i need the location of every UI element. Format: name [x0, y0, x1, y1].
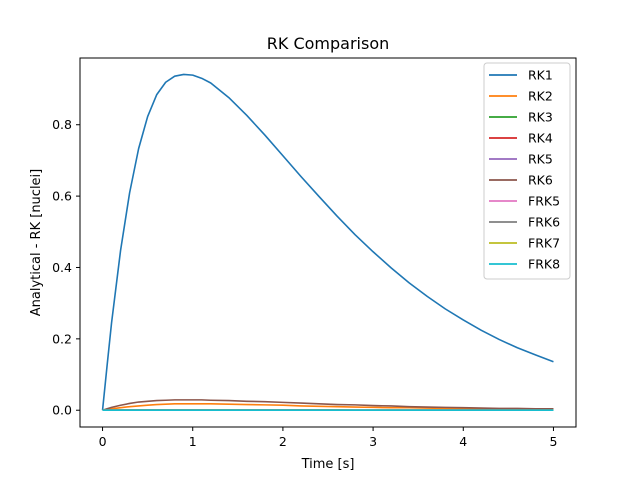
legend-label-rk2: RK2	[528, 89, 553, 104]
series-line-rk1	[101, 73, 554, 411]
legend: RK1 RK2 RK3 RK4 RK5 RK6 FRK5 FRK6 FRK7 FRK8	[483, 62, 571, 280]
legend-label-frk8: FRK8	[528, 257, 560, 272]
series-line-rk2	[102, 402, 554, 412]
x-tick-label: 5	[549, 434, 557, 449]
x-tick-label: 0	[99, 434, 107, 449]
chart-title: RK Comparison	[267, 34, 390, 53]
y-tick-label: 0.6	[52, 189, 72, 204]
legend-label-frk6: FRK6	[528, 215, 560, 230]
series-line-rk6	[102, 399, 554, 411]
x-tick-label: 4	[459, 434, 467, 449]
plot-frame	[79, 57, 577, 428]
y-tick-label: 0.0	[52, 403, 72, 418]
y-tick-label: 0.4	[52, 260, 72, 275]
x-tick-label: 3	[369, 434, 377, 449]
legend-label-rk5: RK5	[528, 152, 553, 167]
y-axis: 0.0 0.2 0.4 0.6 0.8	[52, 117, 80, 418]
legend-label-rk3: RK3	[528, 110, 553, 125]
legend-label-rk1: RK1	[528, 68, 553, 83]
legend-label-rk6: RK6	[528, 173, 553, 188]
y-axis-label: Analytical - RK [nuclei]	[29, 169, 44, 316]
series-layer	[101, 73, 554, 412]
y-tick-label: 0.8	[52, 117, 72, 132]
x-tick-label: 1	[189, 434, 197, 449]
legend-label-rk4: RK4	[528, 131, 553, 146]
y-tick-label: 0.2	[52, 331, 72, 346]
legend-label-frk7: FRK7	[528, 236, 560, 251]
x-axis-label: Time [s]	[301, 457, 355, 472]
legend-label-frk5: FRK5	[528, 194, 560, 209]
x-axis: 0 1 2 3 4 5	[99, 427, 557, 449]
x-tick-label: 2	[279, 434, 287, 449]
